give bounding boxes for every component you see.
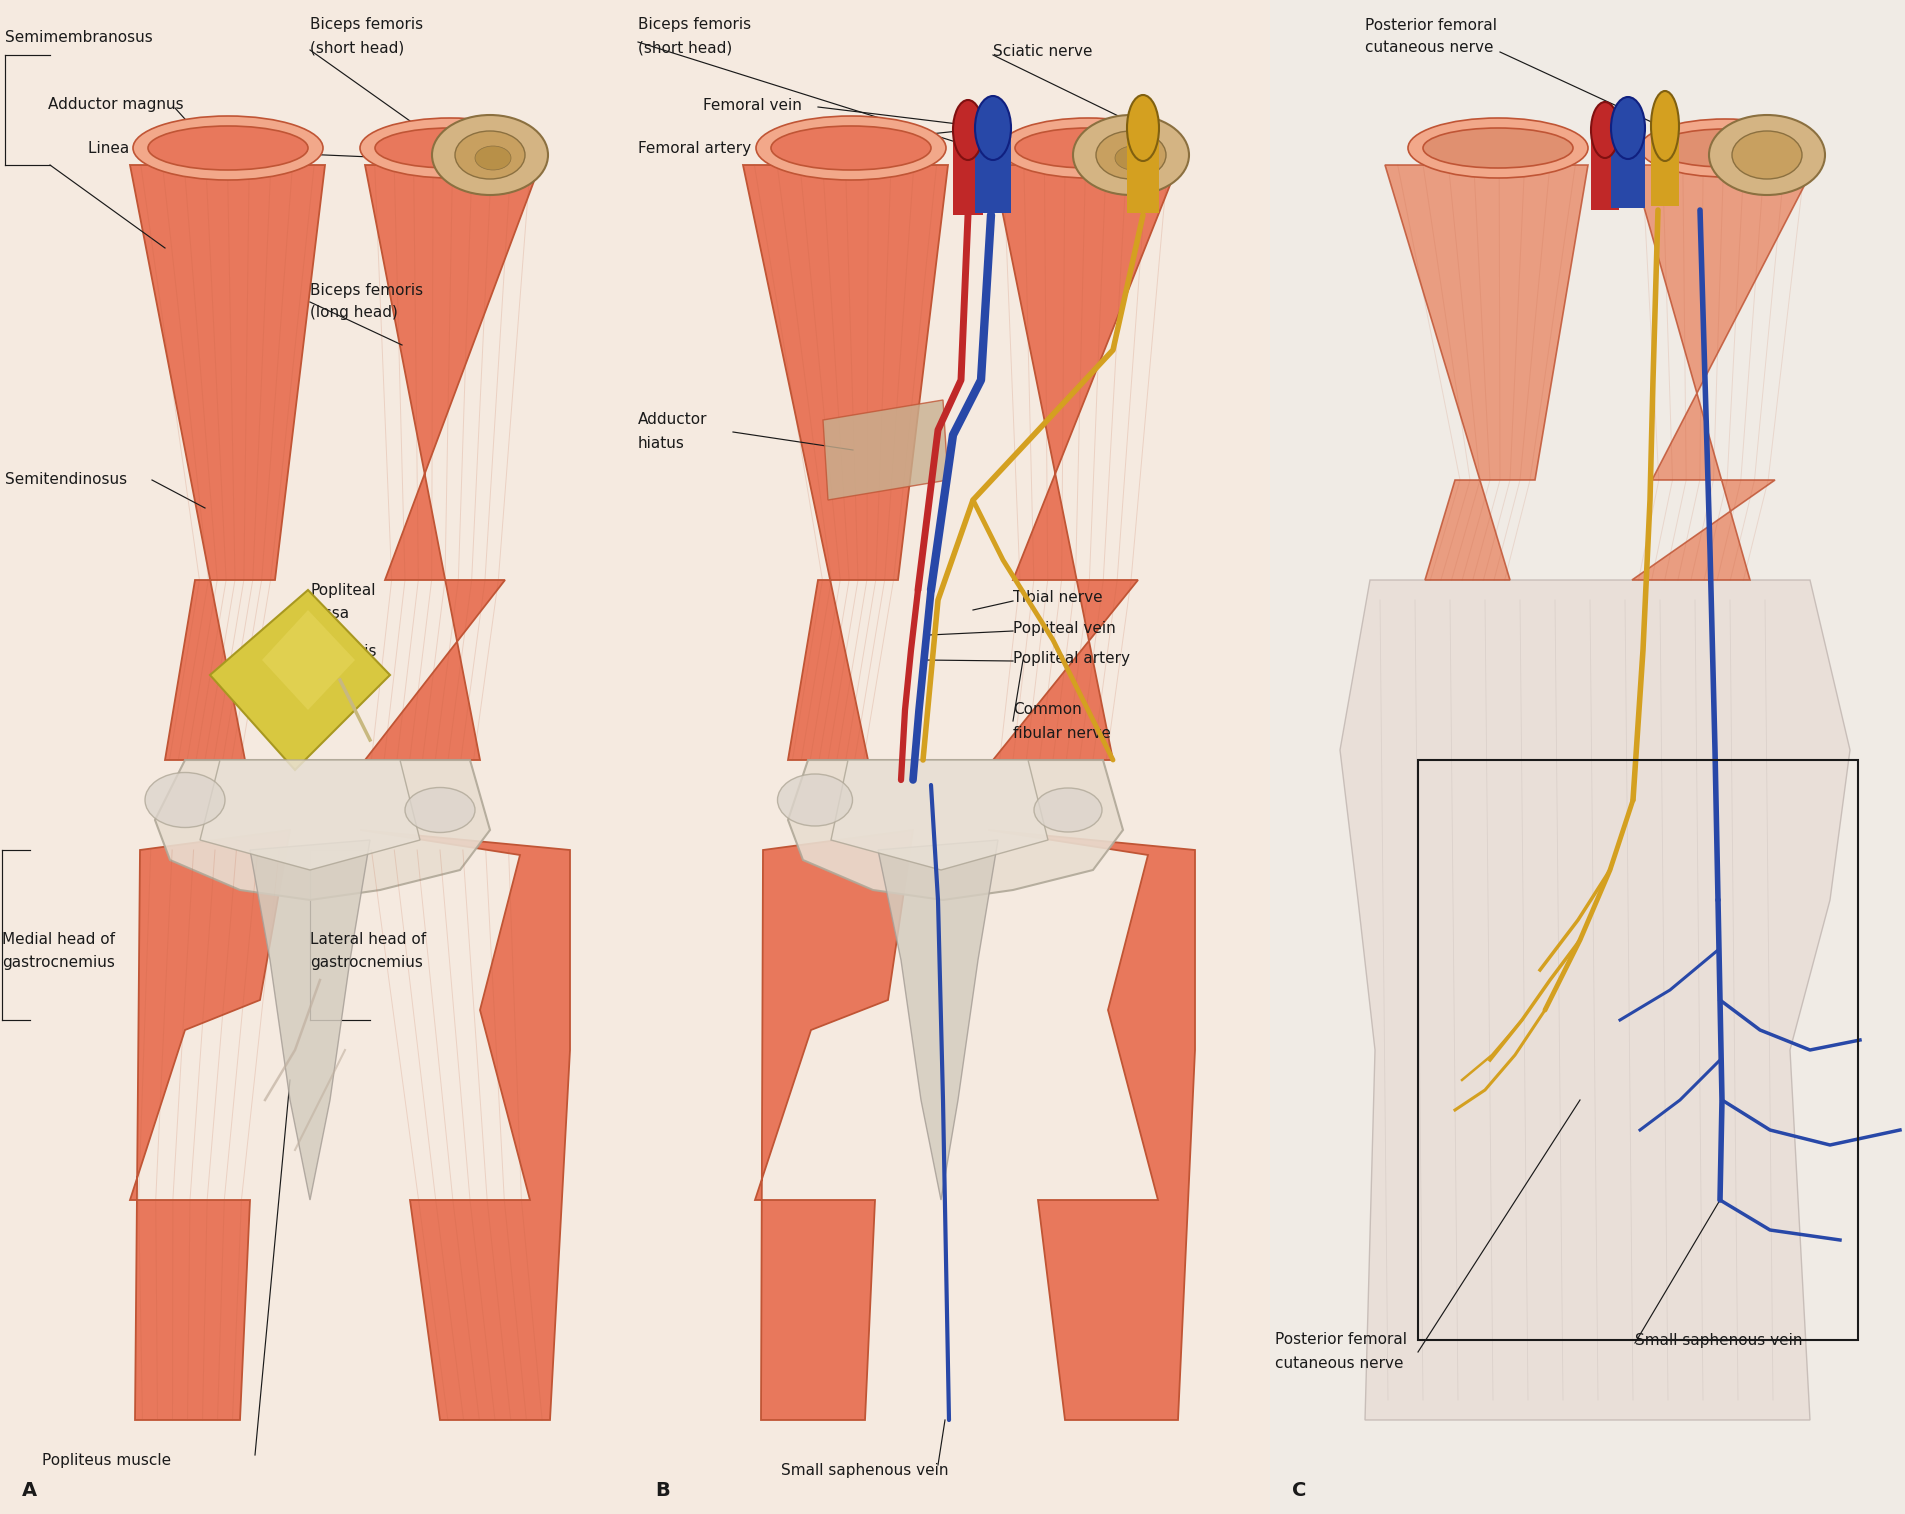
Text: Popliteus muscle: Popliteus muscle [42,1452,171,1467]
Ellipse shape [455,132,526,179]
Text: A: A [23,1481,36,1499]
Ellipse shape [1408,118,1589,179]
Bar [632,0,1271,1514]
Ellipse shape [1640,120,1810,177]
Text: hiatus: hiatus [638,436,686,451]
Polygon shape [250,840,370,1201]
Text: Small saphenous vein: Small saphenous vein [1634,1332,1802,1347]
Bar [1128,129,1158,213]
Ellipse shape [375,129,526,168]
Text: Popliteal artery: Popliteal artery [1013,651,1130,666]
Text: Biceps femoris: Biceps femoris [311,18,423,32]
Polygon shape [130,165,326,760]
Polygon shape [263,610,354,710]
Text: Plantaris: Plantaris [311,645,377,660]
Ellipse shape [772,126,932,170]
Text: Linea aspera: Linea aspera [88,141,187,156]
Text: Adductor: Adductor [638,412,707,427]
Ellipse shape [432,115,549,195]
Bar [1271,0,1905,1514]
Text: Medial head of: Medial head of [2,933,114,948]
Text: (short head): (short head) [311,41,404,56]
Polygon shape [1339,580,1850,1420]
Ellipse shape [1095,132,1166,179]
Ellipse shape [975,95,1012,160]
Text: fossa: fossa [311,606,351,621]
Text: Popliteal: Popliteal [311,583,375,598]
Ellipse shape [1000,118,1175,179]
Ellipse shape [145,772,225,828]
Ellipse shape [1732,132,1802,179]
Ellipse shape [952,100,983,160]
Polygon shape [1633,165,1815,580]
Ellipse shape [1423,129,1574,168]
Ellipse shape [1034,787,1101,833]
Text: C: C [1292,1481,1307,1499]
Text: Popliteal vein: Popliteal vein [1013,621,1116,636]
Text: Lateral head of: Lateral head of [311,933,427,948]
Text: Posterior femoral: Posterior femoral [1366,18,1497,32]
Text: B: B [655,1481,671,1499]
Text: fibular nerve: fibular nerve [1013,725,1111,740]
Polygon shape [878,840,998,1201]
Bar [1417,760,1857,1340]
Polygon shape [989,830,1194,1420]
Ellipse shape [149,126,309,170]
Text: (short head): (short head) [638,41,732,56]
Polygon shape [754,830,912,1420]
Ellipse shape [1591,101,1619,157]
Polygon shape [789,760,1124,899]
Bar [1591,130,1619,210]
Polygon shape [130,830,290,1420]
Ellipse shape [1114,145,1151,170]
Polygon shape [360,830,570,1420]
Polygon shape [200,760,419,871]
Bar [1652,126,1678,206]
Text: Posterior femoral: Posterior femoral [1274,1332,1408,1347]
Ellipse shape [133,117,324,180]
Text: Femoral vein: Femoral vein [703,97,802,112]
Text: gastrocnemius: gastrocnemius [311,955,423,970]
Ellipse shape [777,774,853,827]
Polygon shape [154,760,490,899]
Bar [1612,129,1646,207]
Text: Semitendinosus: Semitendinosus [6,472,128,488]
Polygon shape [743,165,949,760]
Ellipse shape [360,118,539,179]
Ellipse shape [1015,129,1160,168]
Text: Tibial nerve: Tibial nerve [1013,590,1103,606]
Text: Small saphenous vein: Small saphenous vein [781,1463,949,1478]
Ellipse shape [406,787,474,833]
Ellipse shape [1652,91,1678,160]
Bar [975,129,1012,213]
Ellipse shape [1655,129,1795,167]
Polygon shape [1385,165,1589,580]
Bar [0,0,632,1514]
Text: Adductor magnus: Adductor magnus [48,97,183,112]
Polygon shape [823,400,949,500]
Ellipse shape [1073,115,1189,195]
Ellipse shape [1612,97,1646,159]
Polygon shape [366,165,539,760]
Text: Semimembranosus: Semimembranosus [6,30,152,45]
Text: gastrocnemius: gastrocnemius [2,955,114,970]
Text: (long head): (long head) [311,306,398,321]
Text: Biceps femoris: Biceps femoris [638,18,751,32]
Ellipse shape [756,117,947,180]
Text: Femoral artery: Femoral artery [638,141,751,156]
Ellipse shape [1128,95,1158,160]
Ellipse shape [1709,115,1825,195]
Bar [952,130,983,215]
Text: Sciatic nerve: Sciatic nerve [993,44,1092,59]
Text: Common: Common [1013,702,1082,718]
Text: cutaneous nerve: cutaneous nerve [1366,41,1494,56]
Polygon shape [993,165,1177,760]
Text: cutaneous nerve: cutaneous nerve [1274,1355,1404,1370]
Text: Biceps femoris: Biceps femoris [311,283,423,297]
Polygon shape [210,590,391,771]
Ellipse shape [474,145,511,170]
Polygon shape [831,760,1048,871]
